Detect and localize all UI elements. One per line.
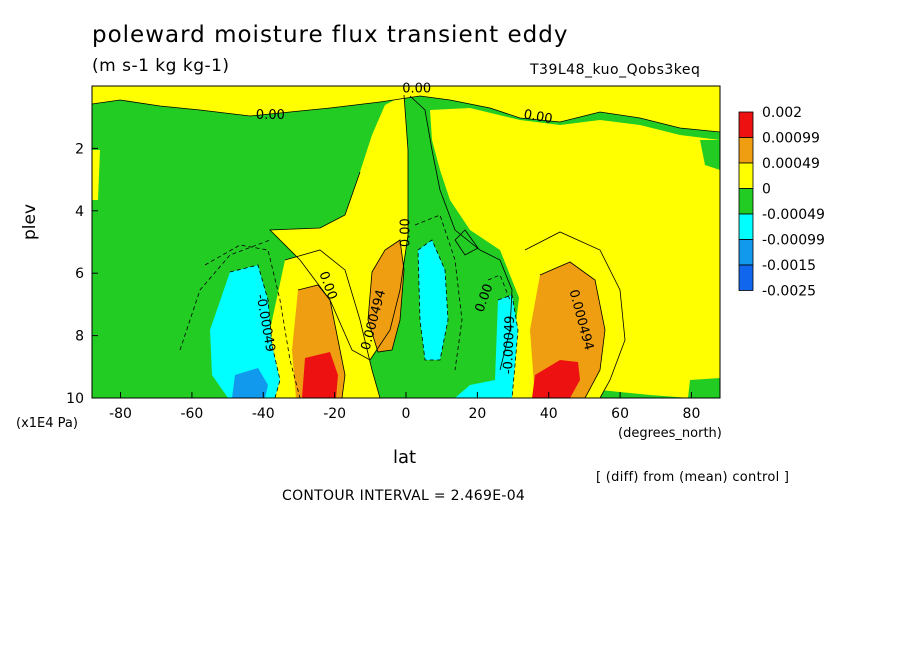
x-axis-unit: (degrees_north): [618, 426, 722, 441]
chart-units: (m s-1 kg kg-1): [92, 56, 230, 76]
y-tick-label: 4: [75, 204, 84, 220]
contour-label: 0.00: [522, 107, 553, 127]
x-tick-label: 0: [402, 406, 411, 422]
field-blue-sh: [232, 368, 268, 398]
x-axis-label: lat: [393, 447, 417, 468]
contour-label: -0.00049: [501, 315, 518, 374]
colorbar-swatch: [738, 188, 754, 215]
colorbar-label: -0.0015: [762, 258, 816, 274]
y-axis-label: plev: [20, 203, 40, 240]
field-orange-central: [368, 240, 404, 352]
run-name: T39L48_kuo_Qobs3keq: [530, 62, 701, 78]
colorbar-label: 0.002: [762, 105, 802, 121]
field-red-sh: [302, 352, 338, 398]
colorbar-label: -0.00049: [762, 207, 825, 223]
field-green-eq: [410, 96, 512, 375]
x-tick-label: -20: [323, 406, 346, 422]
field-yellow-top: [92, 86, 720, 132]
contour-label: 0.00: [256, 108, 285, 123]
field-yellow-left: [92, 150, 100, 200]
colorbar-label: -0.00099: [762, 233, 825, 249]
contour-lines: [92, 94, 720, 398]
colorbar-swatch: [738, 239, 754, 266]
x-tick-label: 40: [540, 406, 558, 422]
colorbar-label: 0.00049: [762, 156, 820, 172]
colorbar-swatch: [738, 137, 754, 164]
diff-note: [ (diff) from (mean) control ]: [596, 470, 790, 485]
contour-label: 0.00: [399, 218, 414, 247]
colorbar-label: 0.00099: [762, 131, 820, 147]
colorbar-swatch: [738, 213, 754, 240]
x-tick-label: 60: [611, 406, 629, 422]
field-green-nh-bottom: [688, 378, 720, 398]
field-green-nh-blob: [700, 140, 720, 170]
field-orange-nh: [530, 262, 605, 398]
field-red-nh: [532, 360, 580, 398]
y-tick-label: 8: [75, 329, 84, 345]
field-cyan-sh: [210, 265, 280, 398]
x-tick-label: -40: [252, 406, 275, 422]
x-axis: -80 -60 -40 -20 0 20 40 60 80: [109, 392, 700, 422]
colorbar-label: -0.0025: [762, 284, 816, 300]
x-tick-label: -80: [109, 406, 132, 422]
colorbar: 0.002 0.00099 0.00049 0 -0.00049 -0.00099 -0.0…: [738, 105, 825, 300]
x-tick-label: -60: [180, 406, 203, 422]
field-cyan-nh: [455, 295, 518, 398]
chart-title: poleward moisture flux transient eddy: [92, 22, 569, 48]
y-tick-label: 2: [75, 141, 84, 157]
contour-interval: CONTOUR INTERVAL = 2.469E-04: [282, 488, 526, 504]
y-tick-label: 6: [75, 266, 84, 282]
field-cyan-eq: [418, 240, 448, 360]
contour-label: 0.00: [402, 82, 431, 97]
y-axis: 2 4 6 8 10: [66, 141, 98, 407]
colorbar-swatch: [738, 264, 754, 291]
x-tick-label: 20: [468, 406, 486, 422]
y-tick-label: 10: [66, 391, 84, 407]
colorbar-label: 0: [762, 182, 771, 198]
colorbar-swatch: [738, 162, 754, 189]
filled-contour-field: [92, 86, 720, 398]
y-axis-unit: (x1E4 Pa): [16, 416, 78, 431]
x-tick-label: 80: [683, 406, 701, 422]
colorbar-swatch: [738, 111, 754, 138]
